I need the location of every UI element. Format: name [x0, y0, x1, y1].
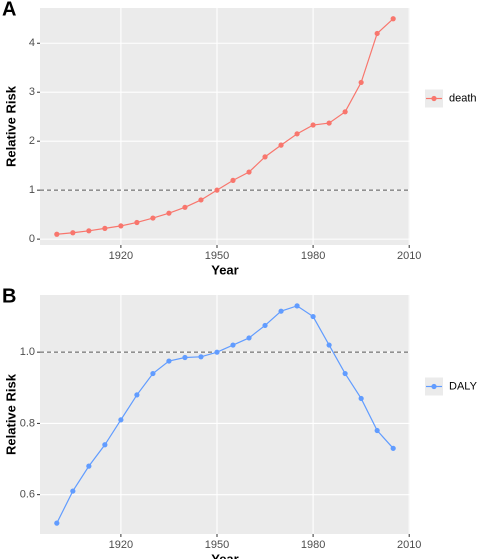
- y-tick-label: 3: [29, 86, 35, 98]
- x-tick-label: 1950: [205, 539, 229, 551]
- data-point: [102, 225, 108, 231]
- y-tick-label: 4: [29, 37, 35, 49]
- data-point: [86, 228, 92, 234]
- plot-background: [40, 295, 410, 534]
- data-point: [310, 122, 316, 128]
- data-point: [294, 131, 300, 137]
- plot-background: [40, 8, 410, 245]
- data-point: [150, 370, 156, 377]
- data-point: [166, 210, 172, 216]
- data-point: [278, 308, 284, 314]
- panel-label: A: [2, 0, 16, 20]
- data-point: [342, 370, 348, 377]
- legend-text: DALY: [449, 380, 477, 392]
- data-point: [342, 109, 348, 115]
- series-line: [56, 305, 394, 524]
- data-point: [214, 349, 220, 355]
- data-point: [118, 417, 124, 423]
- y-tick-label: 1: [29, 184, 35, 196]
- x-axis-title: Year: [211, 551, 238, 559]
- y-tick-label: 1.0: [20, 346, 35, 358]
- data-point: [54, 520, 60, 526]
- legend-swatch: [431, 95, 437, 102]
- y-tick-label: 2: [29, 135, 35, 147]
- data-point: [70, 230, 76, 236]
- y-tick-label: 0: [29, 233, 35, 245]
- data-point: [182, 204, 188, 210]
- data-point: [54, 231, 60, 237]
- series-line: [56, 18, 394, 235]
- data-point: [374, 427, 380, 434]
- data-point: [134, 392, 140, 398]
- data-point: [70, 488, 76, 494]
- data-point: [166, 358, 172, 364]
- data-point: [102, 442, 108, 448]
- data-point: [326, 120, 332, 126]
- y-axis-title: Relative Risk: [3, 85, 18, 167]
- data-point: [326, 342, 332, 348]
- data-point: [214, 187, 220, 193]
- data-point: [390, 445, 396, 451]
- data-point: [278, 142, 284, 148]
- x-tick-label: 1980: [301, 539, 325, 551]
- y-tick-label: 0.6: [20, 489, 35, 501]
- data-point: [374, 30, 380, 37]
- data-point: [230, 342, 236, 348]
- x-tick-label: 1980: [301, 250, 325, 262]
- x-tick-label: 2010: [397, 250, 421, 262]
- data-point: [294, 303, 300, 309]
- data-point: [358, 79, 364, 86]
- data-point: [198, 354, 204, 360]
- data-point: [390, 16, 396, 22]
- x-tick-label: 1920: [109, 539, 133, 551]
- data-point: [246, 169, 252, 175]
- x-tick-label: 1950: [205, 250, 229, 262]
- y-tick-label: 0.8: [20, 417, 35, 429]
- x-tick-label: 2010: [397, 539, 421, 551]
- x-axis-title: Year: [211, 262, 238, 277]
- data-point: [86, 463, 92, 469]
- y-axis-title: Relative Risk: [3, 373, 18, 455]
- data-point: [134, 219, 140, 226]
- data-point: [118, 223, 124, 229]
- data-point: [262, 154, 268, 160]
- x-tick-label: 1920: [109, 250, 133, 262]
- data-point: [182, 354, 188, 361]
- data-point: [310, 313, 316, 320]
- data-point: [262, 322, 268, 329]
- data-point: [230, 177, 236, 183]
- legend-text: death: [449, 92, 477, 104]
- data-point: [198, 197, 204, 203]
- data-point: [246, 335, 252, 341]
- panel-label: B: [2, 285, 16, 307]
- data-point: [358, 395, 364, 402]
- legend-swatch: [431, 383, 437, 390]
- data-point: [150, 215, 156, 221]
